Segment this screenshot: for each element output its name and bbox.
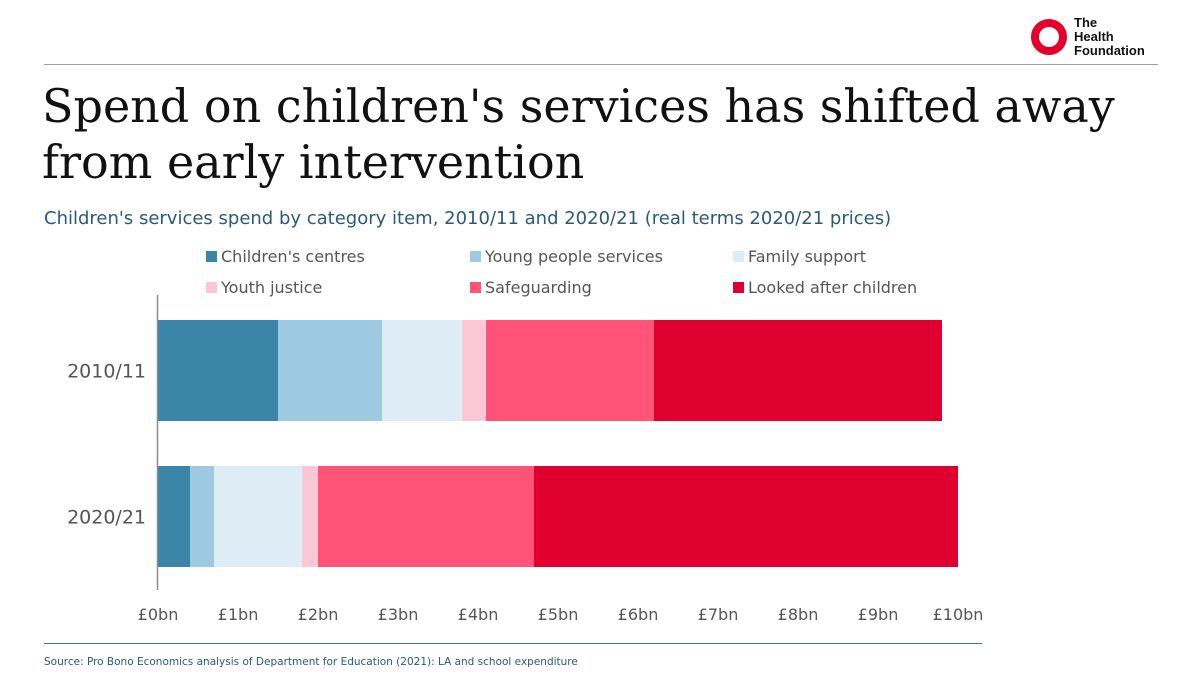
legend-label: Safeguarding [485,278,592,297]
x-tick-label: £0bn [138,605,179,624]
bar-segment [278,320,382,421]
logo-ring-icon [1031,19,1067,55]
legend-swatch [206,251,217,262]
bar-segment [462,320,486,421]
logo-wordmark: The Health Foundation [1074,16,1170,58]
page-title: Spend on children's services has shifted… [42,79,1115,189]
legend-label: Youth justice [220,278,322,297]
footer-divider [44,643,982,644]
bar-segment [190,466,214,567]
x-tick-label: £2bn [298,605,339,624]
x-tick-label: £9bn [858,605,899,624]
logo-line: Health [1074,29,1114,44]
bar-segment [214,466,302,567]
chart-subtitle: Children's services spend by category it… [44,208,892,229]
logo-line: Foundation [1074,43,1145,58]
legend-swatch [733,282,744,293]
x-tick-label: £4bn [458,605,499,624]
legend-label: Young people services [484,247,663,266]
legend-label: Family support [748,247,866,266]
bar-segment [158,466,190,567]
x-tick-label: £6bn [618,605,659,624]
bar-segment [534,466,958,567]
header-divider [44,64,1158,65]
bar-segment [158,320,278,421]
category-label: 2010/11 [67,361,146,383]
x-tick-label: £8bn [778,605,819,624]
legend-swatch [470,251,481,262]
x-tick-label: £5bn [538,605,579,624]
x-tick-label: £7bn [698,605,739,624]
x-tick-label: £10bn [933,605,984,624]
legend-label: Children's centres [221,247,365,266]
bar-segment [486,320,654,421]
bar-segment [302,466,318,567]
bar-segment [318,466,534,567]
health-foundation-logo: The Health Foundation [1030,16,1170,62]
logo-line: The [1074,15,1098,30]
legend-swatch [733,251,744,262]
x-tick-label: £3bn [378,605,419,624]
legend-swatch [206,282,217,293]
bar-segment [654,320,942,421]
x-tick-label: £1bn [218,605,259,624]
legend-label: Looked after children [748,278,917,297]
bar-segment [382,320,462,421]
legend-swatch [470,282,481,293]
stacked-bar-chart: Children's centres Young people services F… [67,247,984,624]
source-note: Source: Pro Bono Economics analysis of D… [44,656,578,668]
category-label: 2020/21 [67,507,146,529]
